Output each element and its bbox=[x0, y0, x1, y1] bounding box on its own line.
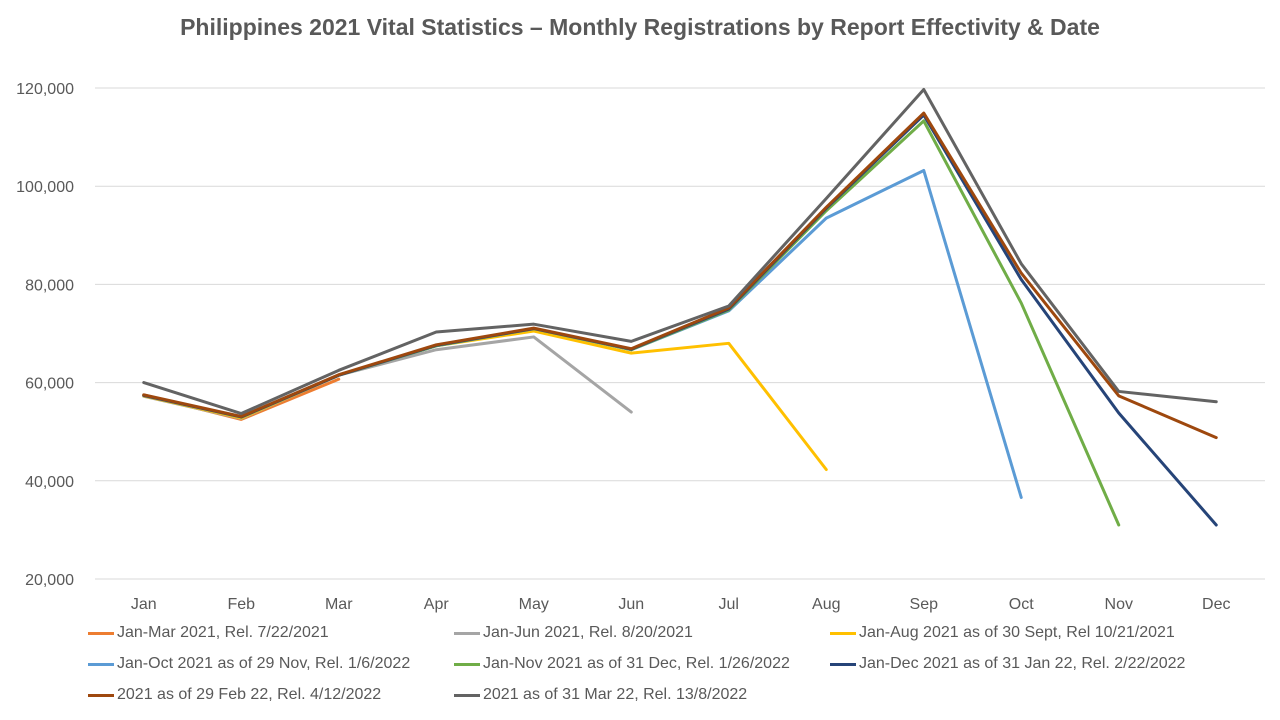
series-line-8 bbox=[142, 87, 1218, 416]
legend-label: Jan-Aug 2021 as of 30 Sept, Rel 10/21/20… bbox=[859, 624, 1175, 641]
legend-swatch bbox=[454, 631, 480, 635]
legend-swatch bbox=[454, 662, 480, 666]
gridlines bbox=[95, 87, 1265, 580]
y-tick-label: 40,000 bbox=[25, 474, 74, 491]
legend-swatch bbox=[88, 631, 114, 635]
series-line-3 bbox=[142, 329, 828, 472]
x-tick-label: Nov bbox=[1105, 596, 1133, 613]
x-tick-label: Jul bbox=[719, 596, 739, 613]
legend-label: Jan-Oct 2021 as of 29 Nov, Rel. 1/6/2022 bbox=[117, 655, 411, 672]
legend-swatch bbox=[88, 662, 114, 666]
legend-label: Jan-Nov 2021 as of 31 Dec, Rel. 1/26/202… bbox=[483, 655, 790, 672]
x-tick-label: Sep bbox=[910, 596, 939, 613]
series-line-5 bbox=[142, 119, 1121, 527]
legend-item: 2021 as of 29 Feb 22, Rel. 4/12/2022 bbox=[88, 686, 381, 704]
legend-item: Jan-Oct 2021 as of 29 Nov, Rel. 1/6/2022 bbox=[88, 655, 410, 673]
legend-label: 2021 as of 29 Feb 22, Rel. 4/12/2022 bbox=[117, 686, 382, 703]
legend-item: Jan-Aug 2021 as of 30 Sept, Rel 10/21/20… bbox=[830, 624, 1175, 642]
legend-swatch bbox=[454, 693, 480, 697]
y-tick-label: 80,000 bbox=[25, 277, 74, 294]
x-axis-tick-labels: Jan Feb Mar Apr May Jun Jul Aug Sep Oct Nov Dec bbox=[131, 596, 1231, 613]
legend-swatch bbox=[830, 662, 856, 666]
x-tick-label: Oct bbox=[1009, 596, 1034, 613]
legend-item: Jan-Mar 2021, Rel. 7/22/2021 bbox=[88, 624, 329, 642]
legend-item: Jan-Jun 2021, Rel. 8/20/2021 bbox=[454, 624, 693, 642]
legend-label: Jan-Dec 2021 as of 31 Jan 22, Rel. 2/22/… bbox=[859, 655, 1186, 672]
x-tick-label: Aug bbox=[812, 596, 840, 613]
series-lines bbox=[142, 87, 1218, 527]
x-tick-label: Apr bbox=[424, 596, 450, 613]
y-tick-label: 100,000 bbox=[16, 179, 74, 196]
legend-swatch bbox=[830, 631, 856, 635]
chart-title: Philippines 2021 Vital Statistics – Mont… bbox=[180, 14, 1100, 40]
legend-label: 2021 as of 31 Mar 22, Rel. 13/8/2022 bbox=[483, 686, 748, 703]
legend-label: Jan-Mar 2021, Rel. 7/22/2021 bbox=[117, 624, 329, 641]
y-tick-label: 60,000 bbox=[25, 376, 74, 393]
legend-item: Jan-Dec 2021 as of 31 Jan 22, Rel. 2/22/… bbox=[830, 655, 1185, 673]
y-axis-tick-labels: 20,000 40,000 60,000 80,000 100,000 120,000 bbox=[16, 81, 74, 589]
x-tick-label: Feb bbox=[227, 596, 255, 613]
legend-label: Jan-Jun 2021, Rel. 8/20/2021 bbox=[483, 624, 693, 641]
x-tick-label: Jan bbox=[131, 596, 157, 613]
x-tick-label: Jun bbox=[618, 596, 644, 613]
series-line-6 bbox=[142, 113, 1218, 527]
legend-swatch bbox=[88, 693, 114, 697]
x-tick-label: May bbox=[519, 596, 549, 613]
y-tick-label: 20,000 bbox=[25, 572, 74, 589]
y-tick-label: 120,000 bbox=[16, 81, 74, 98]
x-tick-label: Dec bbox=[1202, 596, 1230, 613]
x-tick-label: Mar bbox=[325, 596, 353, 613]
legend-item: 2021 as of 31 Mar 22, Rel. 13/8/2022 bbox=[454, 686, 747, 704]
series-line-7 bbox=[142, 111, 1218, 440]
legend-item: Jan-Nov 2021 as of 31 Dec, Rel. 1/26/202… bbox=[454, 655, 790, 673]
